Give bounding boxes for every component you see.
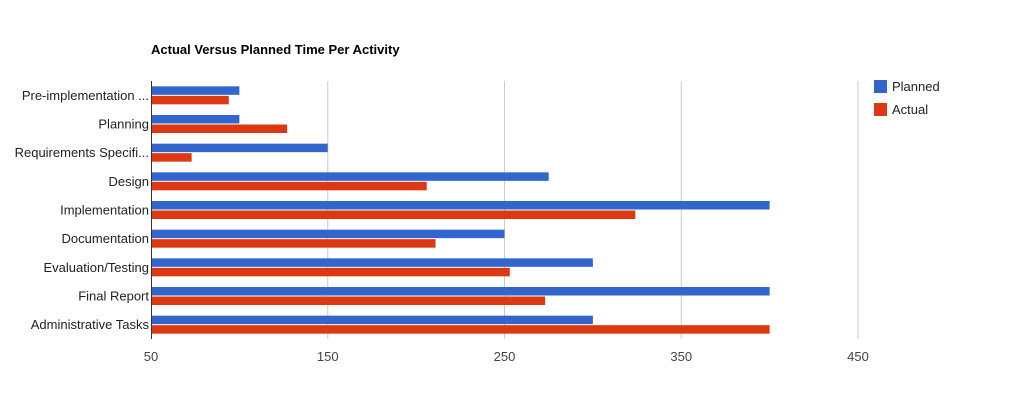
x-tick-label: 50 xyxy=(144,349,158,364)
legend: Planned Actual xyxy=(874,79,940,117)
bar-planned xyxy=(151,229,505,239)
bar-planned xyxy=(151,315,593,325)
x-tick-label: 250 xyxy=(494,349,516,364)
x-tick-label: 150 xyxy=(317,349,339,364)
category-label: Requirements Specifi... xyxy=(15,145,149,160)
bar-planned xyxy=(151,143,328,153)
bar-actual xyxy=(151,210,636,219)
bar-planned xyxy=(151,287,770,296)
category-label: Pre-implementation ... xyxy=(22,88,149,103)
chart-title: Actual Versus Planned Time Per Activity xyxy=(151,42,400,57)
bar-actual xyxy=(151,95,229,105)
legend-label-planned: Planned xyxy=(892,79,940,94)
bar-actual xyxy=(151,153,192,162)
bar-actual xyxy=(151,296,546,305)
category-label: Final Report xyxy=(78,289,149,304)
legend-swatch-actual xyxy=(874,103,887,116)
tick-labels: 50 150 250 350 450 xyxy=(144,349,869,364)
category-labels: Pre-implementation ... Planning Requiremen… xyxy=(15,88,150,332)
bar-planned xyxy=(151,86,240,95)
bar-actual xyxy=(151,239,436,248)
x-tick-label: 350 xyxy=(670,349,692,364)
category-label: Documentation xyxy=(62,231,149,246)
gridlines xyxy=(327,81,859,339)
bar-actual xyxy=(151,325,770,334)
category-label: Administrative Tasks xyxy=(31,317,150,332)
bar-planned xyxy=(151,201,770,210)
category-label: Design xyxy=(109,174,149,189)
bar-actual xyxy=(151,181,427,191)
bars xyxy=(151,86,770,334)
category-label: Implementation xyxy=(60,203,149,218)
category-label: Evaluation/Testing xyxy=(43,260,149,275)
category-label: Planning xyxy=(98,117,149,132)
x-tick-label: 450 xyxy=(847,349,869,364)
legend-label-actual: Actual xyxy=(892,102,928,117)
bar-planned xyxy=(151,115,240,124)
bar-planned xyxy=(151,258,593,267)
legend-swatch-planned xyxy=(874,80,887,93)
bar-planned xyxy=(151,172,549,181)
bar-actual xyxy=(151,267,510,277)
bar-actual xyxy=(151,124,288,133)
